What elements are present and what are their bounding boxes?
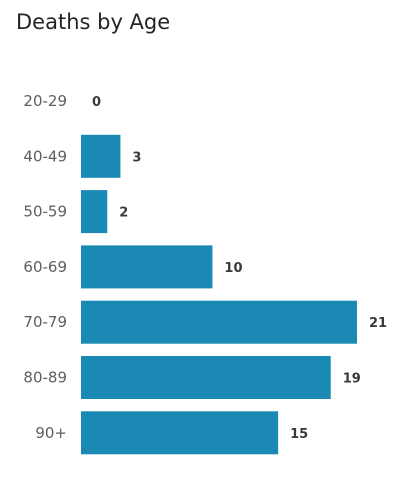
category-label: 80-89 bbox=[23, 369, 67, 387]
category-label: 40-49 bbox=[23, 147, 67, 165]
data-label: 21 bbox=[369, 316, 387, 331]
category-label: 50-59 bbox=[23, 203, 67, 221]
chart-title: Deaths by Age bbox=[16, 10, 171, 34]
data-label: 19 bbox=[343, 372, 361, 387]
data-label: 2 bbox=[119, 206, 128, 221]
data-label: 3 bbox=[132, 150, 141, 165]
bar[interactable] bbox=[81, 300, 357, 344]
bar[interactable] bbox=[81, 245, 213, 289]
bar[interactable] bbox=[81, 356, 331, 399]
category-label: 60-69 bbox=[23, 258, 67, 276]
category-label: 90+ bbox=[35, 424, 67, 442]
data-label: 0 bbox=[92, 95, 101, 110]
data-label: 15 bbox=[290, 427, 308, 442]
bar[interactable] bbox=[81, 190, 108, 234]
bar[interactable] bbox=[81, 411, 279, 455]
data-label: 10 bbox=[224, 261, 242, 276]
category-label: 70-79 bbox=[23, 313, 67, 331]
bar[interactable] bbox=[81, 134, 121, 178]
category-label: 20-29 bbox=[23, 92, 67, 110]
